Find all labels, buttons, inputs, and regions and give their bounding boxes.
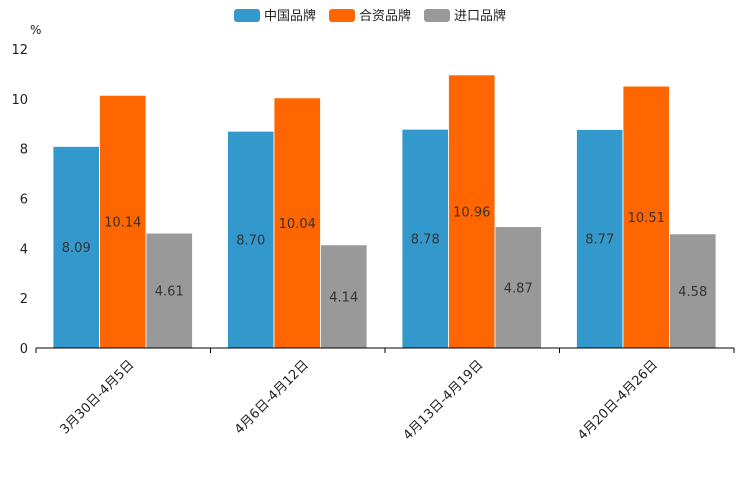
y-axis: 0 2 4 6 8 10 12: [11, 43, 28, 357]
x-tick-label: 3月30日-4月5日: [57, 358, 137, 438]
data-label: 4.61: [155, 285, 184, 300]
bar[interactable]: [576, 129, 624, 349]
bar-series-group: 8.09 10.14 4.61 8.70 10.04 4.14 8.78 10.96 4.87 8…: [52, 74, 717, 349]
data-label: 8.09: [62, 241, 91, 256]
bar[interactable]: [273, 97, 321, 349]
y-tick-label: 6: [20, 193, 28, 208]
data-label: 10.14: [104, 216, 141, 231]
data-label: 8.78: [411, 233, 440, 248]
data-label: 10.51: [628, 211, 665, 226]
y-tick-label: 10: [11, 93, 28, 108]
bar[interactable]: [448, 74, 496, 349]
chart-legend: 中国品牌 合资品牌 进口品牌: [234, 8, 506, 24]
bar[interactable]: [227, 130, 275, 349]
legend-label[interactable]: 合资品牌: [359, 8, 411, 24]
bar[interactable]: [669, 233, 717, 349]
legend-label[interactable]: 中国品牌: [264, 8, 316, 24]
x-tick-label: 4月6日-4月12日: [232, 358, 312, 438]
y-tick-label: 8: [20, 143, 28, 158]
y-tick-label: 2: [20, 292, 28, 307]
y-tick-label: 12: [11, 43, 28, 58]
data-label: 8.77: [585, 233, 614, 248]
bar[interactable]: [145, 232, 193, 349]
legend-swatch[interactable]: [329, 9, 355, 22]
legend-swatch[interactable]: [424, 9, 450, 22]
data-label: 10.04: [279, 217, 316, 232]
bar[interactable]: [52, 146, 100, 349]
y-tick-label: 0: [20, 342, 28, 357]
data-label: 4.87: [504, 281, 533, 296]
x-tick-label: 4月20日-4月26日: [575, 358, 661, 444]
legend-label[interactable]: 进口品牌: [454, 8, 506, 24]
bar[interactable]: [99, 94, 147, 349]
x-axis: 3月30日-4月5日 4月6日-4月12日 4月13日-4月19日 4月20日-4月2…: [35, 347, 735, 444]
legend-swatch[interactable]: [234, 9, 260, 22]
y-axis-unit-label: %: [30, 23, 41, 37]
bar[interactable]: [320, 244, 368, 349]
data-label: 4.58: [678, 285, 707, 300]
data-label: 10.96: [453, 205, 490, 220]
data-label: 8.70: [236, 234, 265, 249]
bar[interactable]: [622, 85, 670, 349]
x-tick-label: 4月13日-4月19日: [401, 358, 487, 444]
data-label: 4.14: [329, 290, 358, 305]
y-tick-label: 4: [20, 242, 28, 257]
